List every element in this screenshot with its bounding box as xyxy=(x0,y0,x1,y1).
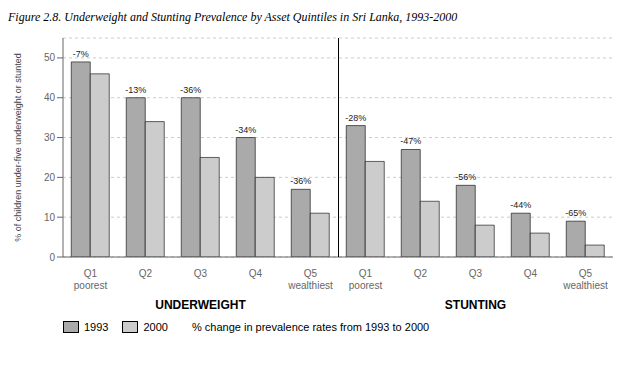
svg-text:-36%: -36% xyxy=(180,85,201,95)
svg-text:10: 10 xyxy=(44,212,56,223)
svg-text:30: 30 xyxy=(44,132,56,143)
svg-text:Q2: Q2 xyxy=(139,268,153,279)
html-text:STUNTING: STUNTING xyxy=(444,298,507,312)
svg-text:-44%: -44% xyxy=(510,200,531,210)
svg-text:Q1poorest: Q1poorest xyxy=(74,268,108,291)
svg-text:20: 20 xyxy=(44,172,56,183)
svg-text:-28%: -28% xyxy=(345,113,366,123)
svg-text:-34%: -34% xyxy=(235,125,256,135)
svg-text:-36%: -36% xyxy=(290,176,311,186)
html-text:Figure 2.8. Underweight and St: Figure 2.8. Underweight and Stunting Pre… xyxy=(8,10,458,24)
svg-text:-7%: -7% xyxy=(73,49,89,59)
html-text:UNDERWEIGHT: UNDERWEIGHT xyxy=(155,298,246,312)
svg-text:Q4: Q4 xyxy=(524,268,538,279)
svg-text:-13%: -13% xyxy=(125,85,146,95)
svg-text:Q3: Q3 xyxy=(469,268,483,279)
svg-text:Q1poorest: Q1poorest xyxy=(349,268,383,291)
svg-text:-65%: -65% xyxy=(565,208,586,218)
svg-text:Q2: Q2 xyxy=(414,268,428,279)
svg-text:-47%: -47% xyxy=(400,136,421,146)
svg-text:Q5wealthiest: Q5wealthiest xyxy=(562,268,608,291)
svg-text:40: 40 xyxy=(44,92,56,103)
html-text:1993: 1993 xyxy=(84,321,109,333)
svg-text:0: 0 xyxy=(49,252,55,263)
svg-text:Q3: Q3 xyxy=(194,268,208,279)
svg-text:50: 50 xyxy=(44,52,56,63)
svg-text:% of children under-five under: % of children under-five underweight or … xyxy=(13,53,23,242)
svg-text:-56%: -56% xyxy=(455,172,476,182)
svg-text:Q5wealthiest: Q5wealthiest xyxy=(287,268,333,291)
svg-text:Q4: Q4 xyxy=(249,268,263,279)
html-text:2000: 2000 xyxy=(143,321,168,333)
html-text:% change in prevalence rates f: % change in prevalence rates from 1993 t… xyxy=(192,321,430,333)
